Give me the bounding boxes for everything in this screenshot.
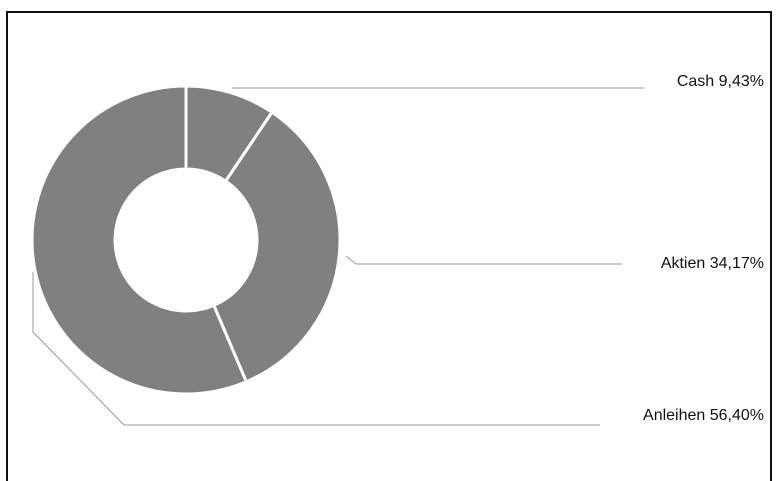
leader-line-aktien <box>345 255 622 265</box>
leader-lines <box>32 87 644 426</box>
donut-slice-anleihen <box>30 84 249 396</box>
slice-labels: Cash 9,43% Aktien 34,17% Anleihen 56,40% <box>643 73 764 424</box>
chart-frame <box>6 11 772 481</box>
donut-slice-aktien <box>211 110 342 384</box>
slice-label-aktien: Aktien 34,17% <box>661 255 764 272</box>
donut-slices <box>30 84 342 396</box>
slice-label-anleihen: Anleihen 56,40% <box>643 407 764 424</box>
leader-line-anleihen <box>32 272 600 426</box>
slice-label-cash: Cash 9,43% <box>677 73 764 90</box>
